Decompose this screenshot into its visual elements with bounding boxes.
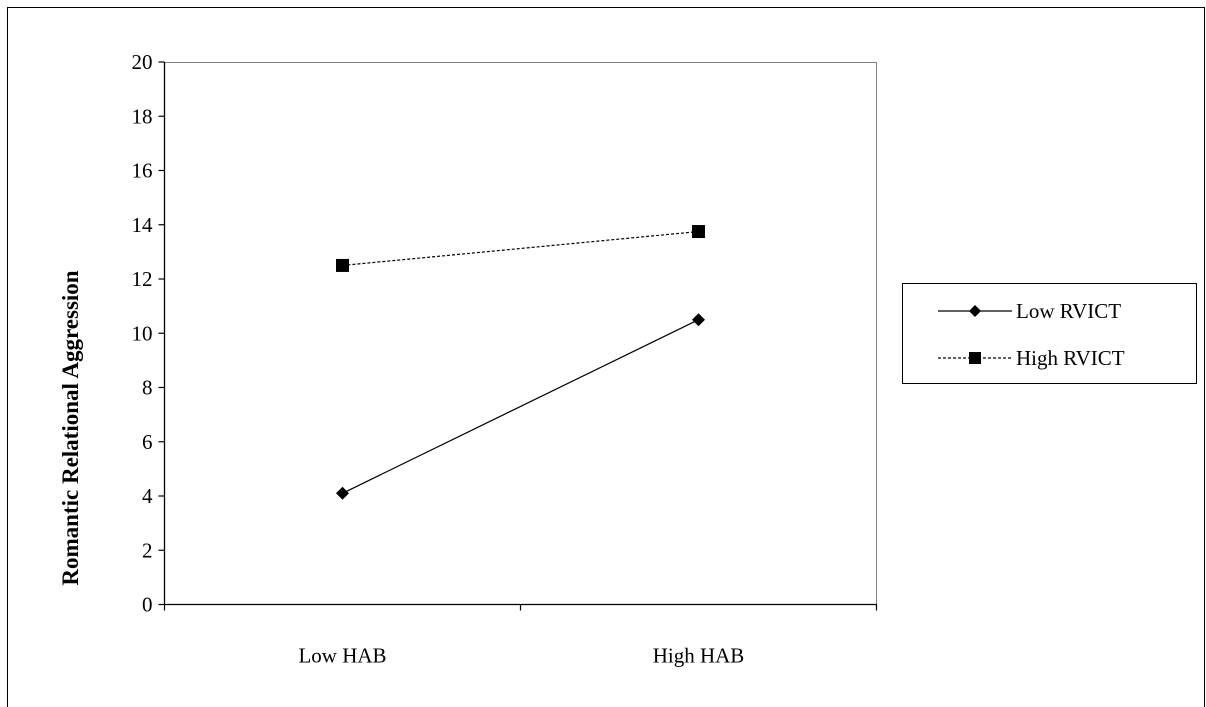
data-point (336, 258, 349, 272)
y-axis-title: Romantic Relational Aggression (58, 270, 83, 585)
y-axis-ticks: 0 2 4 6 8 10 12 14 16 18 20 (132, 50, 165, 617)
data-point (692, 225, 705, 239)
legend: Low RVICT High RVICT (902, 283, 1197, 384)
x-tick-label: High HAB (653, 644, 745, 668)
legend-label-low-rvict: Low RVICT (1016, 299, 1121, 323)
y-tick-label: 6 (142, 430, 153, 454)
x-tick-label: Low HAB (298, 644, 386, 668)
legend-box (902, 283, 1197, 384)
y-tick-label: 16 (132, 159, 153, 183)
y-tick-label: 10 (132, 321, 153, 345)
series-line-0 (342, 319, 699, 494)
legend-marker-high-rvict (969, 352, 981, 364)
y-tick-label: 14 (132, 213, 154, 237)
y-tick-label: 8 (142, 376, 153, 400)
y-tick-label: 18 (132, 104, 153, 128)
y-tick-label: 2 (142, 538, 153, 562)
data-point (692, 313, 705, 327)
data-point (336, 486, 349, 500)
legend-label-high-rvict: High RVICT (1016, 346, 1125, 370)
y-tick-label: 12 (132, 267, 153, 291)
y-tick-label: 20 (132, 50, 153, 74)
x-axis-ticks: Low HAB High HAB (163, 604, 878, 668)
y-tick-label: 0 (142, 593, 153, 617)
legend-marker-low-rvict (969, 305, 981, 317)
y-tick-label: 4 (142, 484, 153, 508)
series-layer (336, 225, 705, 500)
